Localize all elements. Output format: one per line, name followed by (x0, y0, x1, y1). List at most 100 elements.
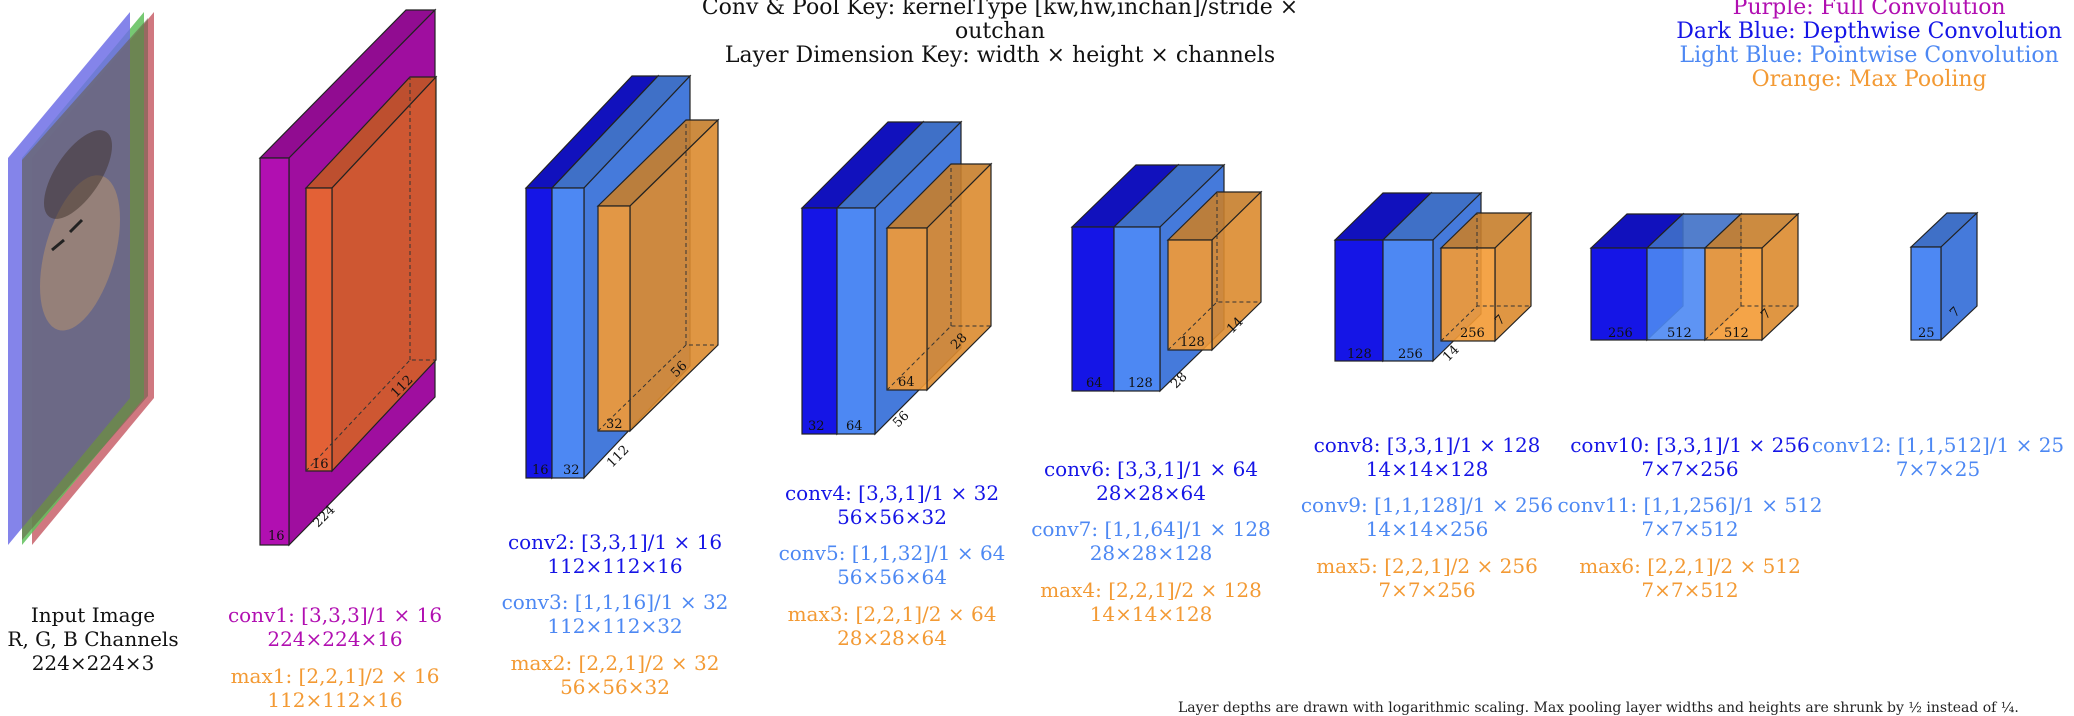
caption-conv6-kernel: conv6: [3,3,1]/1 × 64 (1043, 457, 1259, 481)
caption-conv8-dims: 14×14×128 (1365, 457, 1489, 481)
cube-max1-hidden-edges (305, 77, 436, 472)
label-max4-depth: 128 (1180, 335, 1205, 350)
cube-conv1-front-face (259, 157, 290, 546)
caption-max2-kernel: max2: [2,2,1]/2 × 32 (510, 651, 720, 675)
caption-max3: max3: [2,2,1]/2 × 64 28×28×64 (757, 602, 1027, 650)
caption-conv4-kernel: conv4: [3,3,1]/1 × 32 (784, 481, 1000, 505)
caption-conv10-kernel: conv10: [3,3,1]/1 × 256 (1570, 433, 1810, 457)
input-photo-hair (44, 130, 112, 219)
caption-conv8: conv8: [3,3,1]/1 × 128 14×14×128 (1282, 433, 1572, 481)
caption-conv11-kernel: conv11: [1,1,256]/1 × 512 (1557, 493, 1823, 517)
cube-conv3-front-face (551, 187, 585, 479)
caption-max3-kernel: max3: [2,2,1]/2 × 64 (787, 602, 997, 626)
caption-conv8-kernel: conv8: [3,3,1]/1 × 128 (1313, 433, 1541, 457)
layer-dimension-key: Layer Dimension Key: width × height × ch… (724, 43, 1276, 68)
caption-max4-dims: 14×14×128 (1089, 602, 1213, 626)
color-legend: Purple: Full Convolution Dark Blue: Dept… (1676, 0, 2062, 92)
label-conv8-depth: 128 (1347, 347, 1372, 362)
cube-conv7-front-face (1113, 226, 1161, 392)
caption-conv4-dims: 56×56×32 (837, 505, 947, 529)
caption-max1-kernel: max1: [2,2,1]/2 × 16 (230, 664, 440, 688)
caption-conv12: conv12: [1,1,512]/1 × 25 7×7×25 (1808, 433, 2068, 481)
caption-max4: max4: [2,2,1]/2 × 128 14×14×128 (1016, 578, 1286, 626)
caption-conv4: conv4: [3,3,1]/1 × 32 56×56×32 (757, 481, 1027, 529)
cube-max6 (1703, 212, 1800, 342)
cube-max1 (304, 75, 438, 473)
label-max1-depth: 16 (312, 457, 329, 472)
caption-conv5: conv5: [1,1,32]/1 × 64 56×56×64 (757, 541, 1027, 589)
cube-max4 (1166, 190, 1263, 352)
input-caption-dimensions: 224×224×3 (31, 651, 155, 675)
label-conv11-depth: 512 (1667, 326, 1692, 341)
caption-conv2-kernel: conv2: [3,3,1]/1 × 16 (507, 530, 723, 554)
caption-max4-kernel: max4: [2,2,1]/2 × 128 (1040, 578, 1262, 602)
caption-conv6: conv6: [3,3,1]/1 × 64 28×28×64 (1016, 457, 1286, 505)
caption-max5-kernel: max5: [2,2,1]/2 × 256 (1316, 554, 1538, 578)
cube-max1-front-face (305, 187, 333, 472)
conv-pool-key: Conv & Pool Key: kernelType [kw,hw,incha… (701, 0, 1299, 44)
caption-max6-kernel: max6: [2,2,1]/2 × 512 (1579, 554, 1801, 578)
label-conv9-depth: 256 (1398, 347, 1423, 362)
input-image-channels (8, 12, 154, 545)
label-max2-depth: 32 (606, 417, 623, 432)
caption-max1-dims: 112×112×16 (267, 688, 403, 712)
cube-max4-front-face (1167, 239, 1213, 351)
legend-item-full-convolution: Purple: Full Convolution (1732, 0, 2006, 20)
footnote: Layer depths are drawn with logarithmic … (1178, 700, 2019, 716)
caption-conv11-dims: 7×7×512 (1641, 517, 1739, 541)
legend-item-pointwise-convolution: Light Blue: Pointwise Convolution (1679, 43, 2059, 68)
cube-conv8-front-face (1334, 239, 1384, 362)
cube-conv2-front-face (525, 187, 553, 479)
cube-conv5-front-face (836, 207, 876, 435)
input-caption-channels: R, G, B Channels (7, 627, 179, 651)
label-conv6-depth: 64 (1086, 376, 1103, 391)
input-caption: Input Image R, G, B Channels 224×224×3 (0, 603, 186, 675)
caption-max5-dims: 7×7×256 (1378, 578, 1476, 602)
caption-conv3: conv3: [1,1,16]/1 × 32 112×112×32 (480, 590, 750, 638)
cube-max6-front-face (1704, 247, 1763, 341)
label-conv1-depth: 16 (268, 529, 285, 544)
caption-conv11: conv11: [1,1,256]/1 × 512 7×7×512 (1545, 493, 1835, 541)
caption-conv12-kernel: conv12: [1,1,512]/1 × 25 (1811, 433, 2065, 457)
cube-max5 (1439, 211, 1533, 343)
caption-conv7: conv7: [1,1,64]/1 × 128 28×28×128 (1016, 517, 1286, 565)
label-max5-depth: 256 (1460, 326, 1485, 341)
caption-conv12-dims: 7×7×25 (1895, 457, 1981, 481)
label-conv10-depth: 256 (1608, 326, 1633, 341)
caption-conv1-kernel: conv1: [3,3,3]/1 × 16 (227, 603, 443, 627)
caption-conv5-kernel: conv5: [1,1,32]/1 × 64 (778, 541, 1006, 565)
label-max6-depth: 512 (1724, 326, 1749, 341)
cube-max2 (596, 118, 720, 433)
cube-conv12-front-face (1910, 246, 1942, 341)
cube-max3-front-face (886, 227, 928, 391)
cube-max3-hidden-edges (886, 164, 991, 391)
caption-max5: max5: [2,2,1]/2 × 256 7×7×256 (1282, 554, 1572, 602)
caption-conv9: conv9: [1,1,128]/1 × 256 14×14×256 (1282, 493, 1572, 541)
cube-max6-hidden-edges (1704, 214, 1798, 341)
diagram-key: Conv & Pool Key: kernelType [kw,hw,incha… (700, 0, 1300, 68)
caption-conv9-kernel: conv9: [1,1,128]/1 × 256 (1300, 493, 1554, 517)
label-conv7-depth: 128 (1128, 376, 1153, 391)
caption-max6-dims: 7×7×512 (1641, 578, 1739, 602)
label-max3-depth: 64 (898, 375, 915, 390)
caption-conv10-dims: 7×7×256 (1641, 457, 1739, 481)
caption-max2-dims: 56×56×32 (560, 675, 670, 699)
cube-max4-hidden-edges (1167, 192, 1261, 351)
cube-max5-hidden-edges (1440, 213, 1531, 342)
label-conv3-depth: 32 (563, 463, 580, 478)
cube-max2-front-face (597, 205, 631, 432)
label-conv12-depth: 25 (1918, 326, 1935, 341)
caption-max2: max2: [2,2,1]/2 × 32 56×56×32 (480, 651, 750, 699)
cube-conv9-front-face (1382, 239, 1434, 362)
caption-conv1-dims: 224×224×16 (267, 627, 403, 651)
caption-max1: max1: [2,2,1]/2 × 16 112×112×16 (200, 664, 470, 712)
caption-conv3-dims: 112×112×32 (547, 614, 683, 638)
caption-conv5-dims: 56×56×64 (837, 565, 947, 589)
legend-item-max-pooling: Orange: Max Pooling (1751, 67, 1987, 92)
caption-max6: max6: [2,2,1]/2 × 512 7×7×512 (1545, 554, 1835, 602)
caption-conv3-kernel: conv3: [1,1,16]/1 × 32 (501, 590, 729, 614)
label-conv5-depth: 64 (846, 419, 863, 434)
cube-conv6-front-face (1071, 226, 1115, 392)
input-caption-title: Input Image (30, 603, 156, 627)
